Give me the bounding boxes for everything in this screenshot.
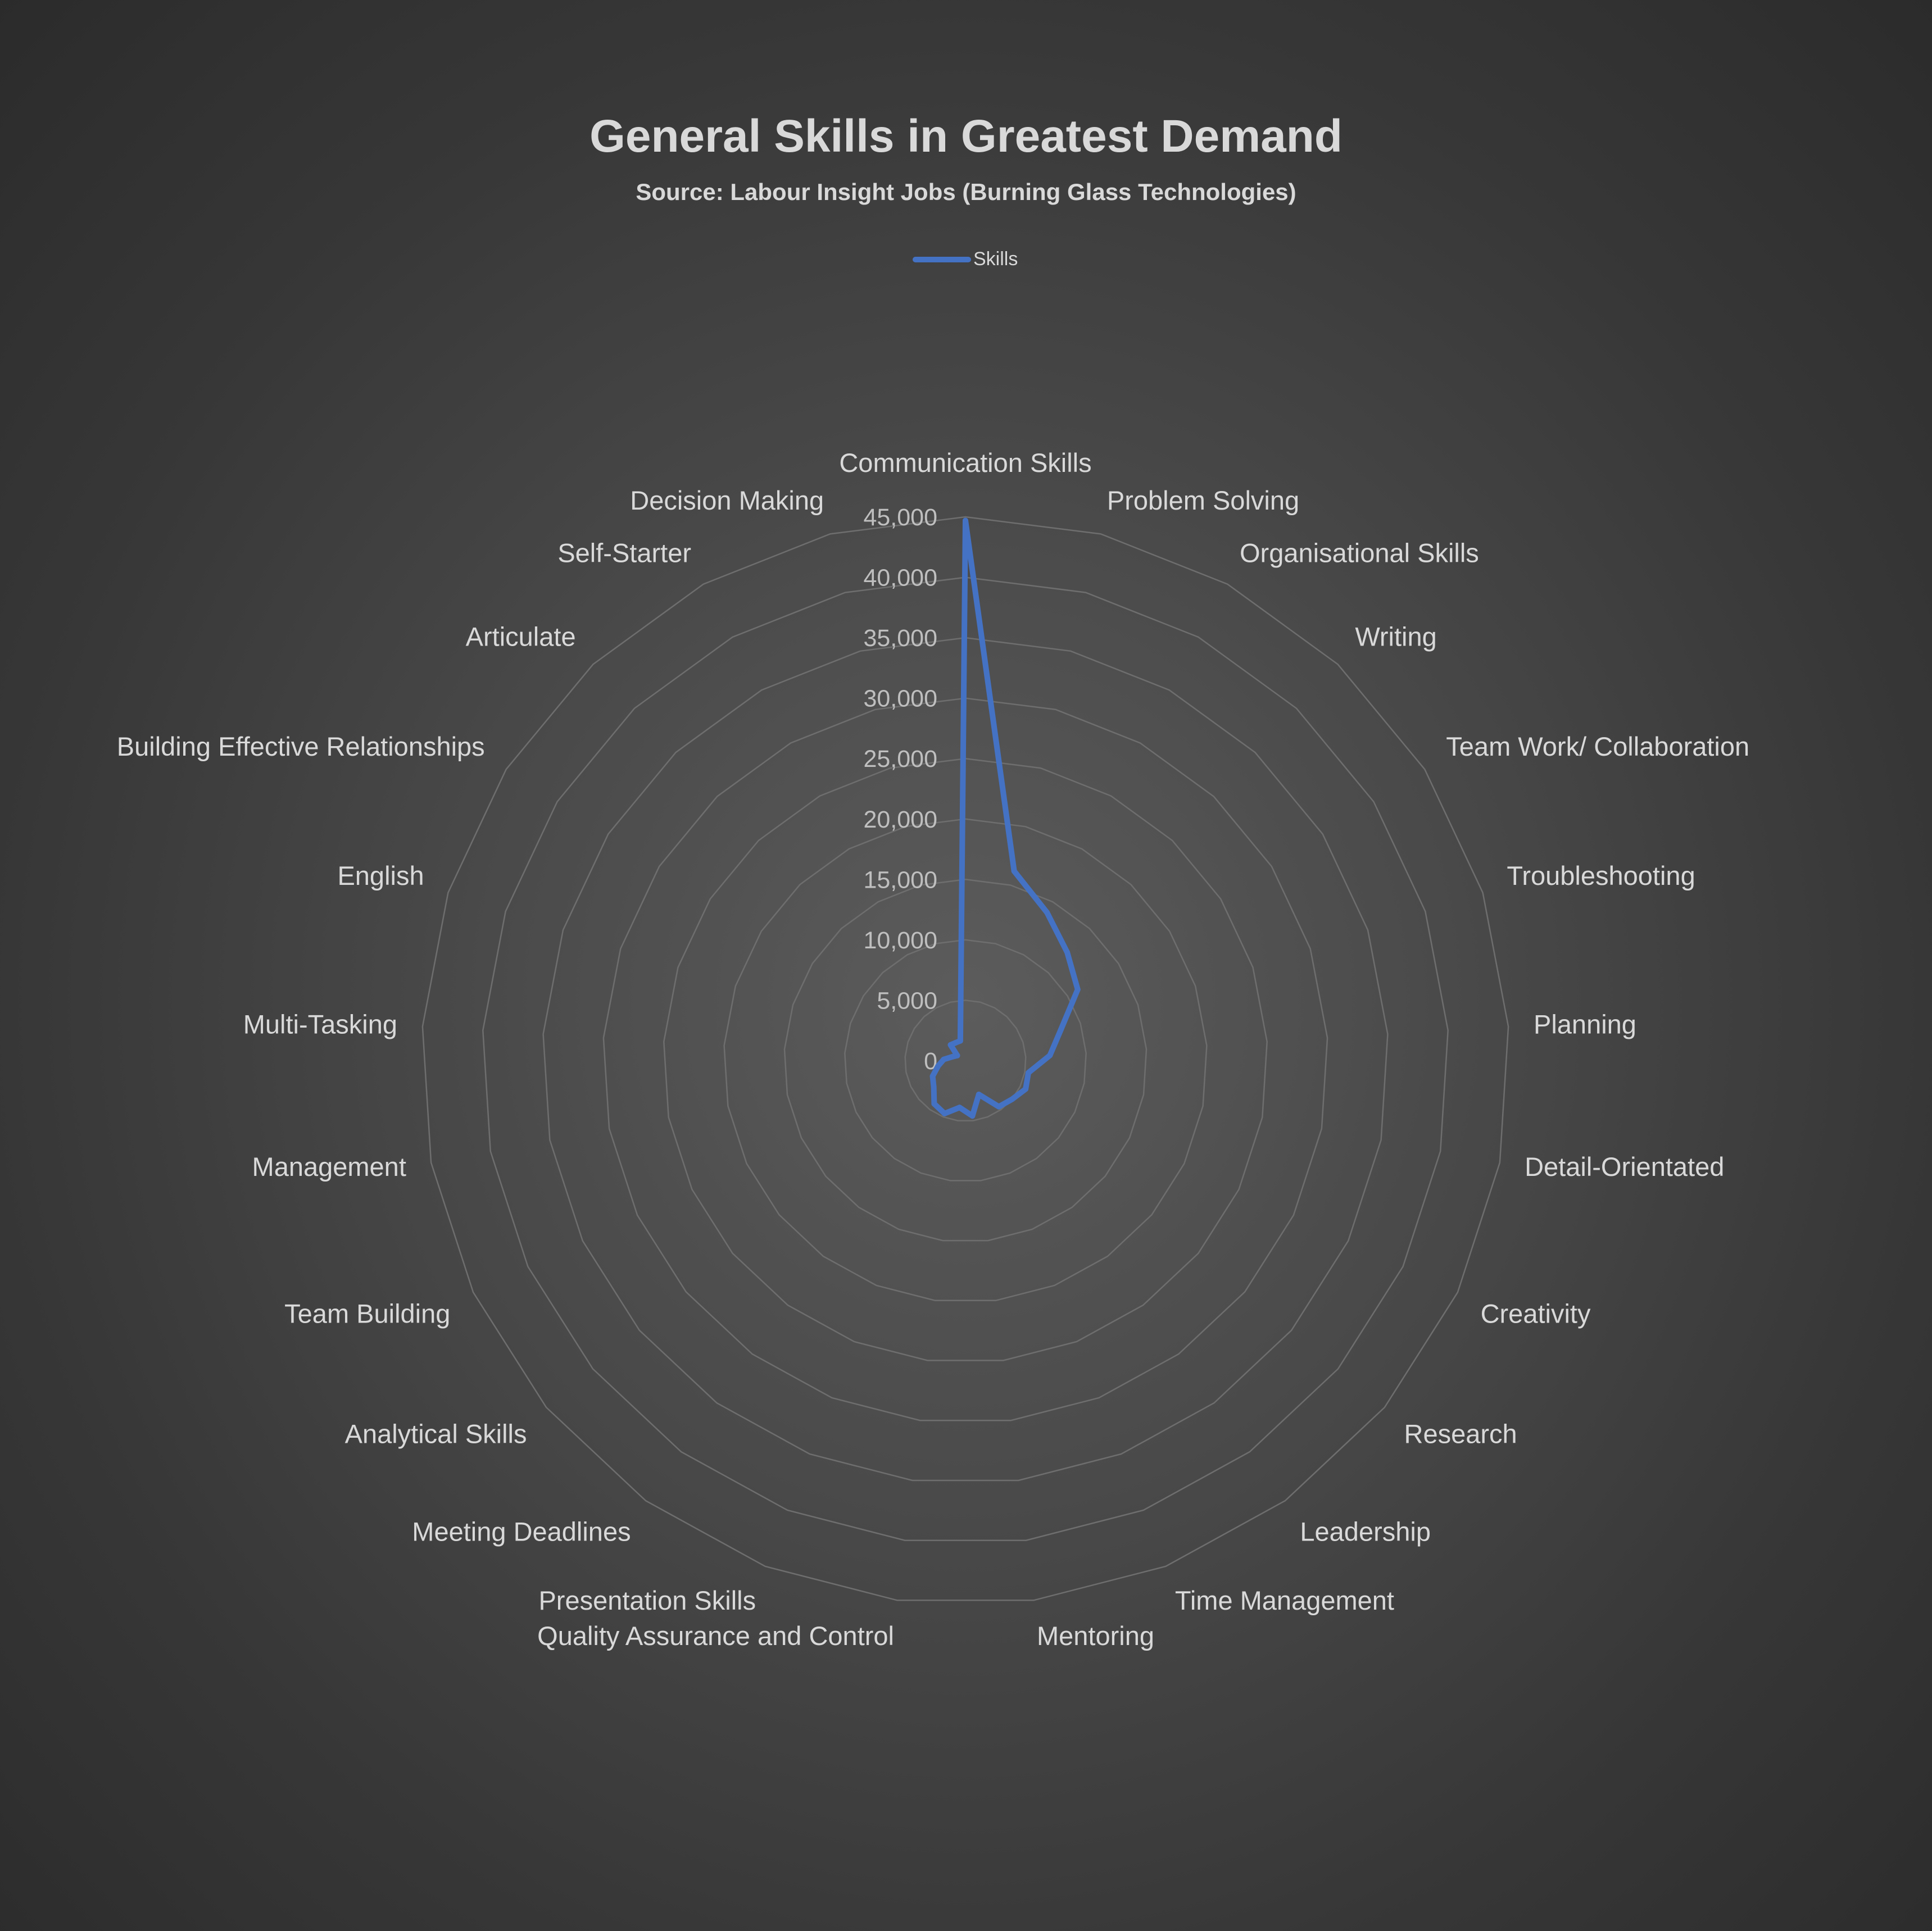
category-label: Problem Solving	[1107, 485, 1299, 515]
category-label: Detail-Orientated	[1525, 1152, 1724, 1182]
grid-ring	[783, 879, 1148, 1242]
category-label: Writing	[1355, 622, 1436, 652]
grid-ring	[723, 818, 1208, 1302]
grid-ring	[421, 516, 1509, 1601]
data-point	[1011, 868, 1017, 874]
grid-ring	[663, 757, 1268, 1361]
data-point	[929, 1073, 936, 1079]
category-label: Planning	[1534, 1009, 1636, 1039]
category-label: Research	[1404, 1419, 1517, 1449]
grid-ring	[482, 576, 1449, 1541]
category-label: Organisational Skills	[1240, 538, 1479, 567]
category-label: Leadership	[1300, 1517, 1431, 1547]
data-point	[941, 1056, 947, 1062]
category-labels: Communication Skills Problem Solving Organ…	[117, 448, 1749, 1651]
data-point	[1047, 1052, 1053, 1058]
tick-label: 30,000	[863, 685, 937, 712]
data-point	[947, 1042, 954, 1048]
data-point	[931, 1101, 937, 1107]
legend: Skills	[913, 248, 1018, 270]
grid-ring	[904, 999, 1027, 1121]
data-point	[1023, 1086, 1029, 1092]
category-label: Multi-Tasking	[243, 1009, 397, 1039]
category-label: Self-Starter	[557, 538, 691, 567]
category-label: Building Effective Relationships	[117, 731, 485, 761]
tick-label: 10,000	[863, 927, 937, 954]
data-series	[929, 517, 1081, 1119]
data-point	[935, 1063, 941, 1069]
category-label: Quality Assurance and Control	[537, 1621, 894, 1651]
grid-ring	[602, 697, 1328, 1421]
tick-label: 40,000	[863, 565, 937, 592]
radial-tick-labels: 05,00010,00015,00020,00025,00030,00035,0…	[863, 504, 937, 1075]
tick-label: 20,000	[863, 806, 937, 833]
category-label: Meeting Deadlines	[412, 1517, 631, 1547]
data-point	[950, 1053, 956, 1060]
tick-label: 45,000	[863, 504, 937, 531]
legend-line-swatch	[913, 256, 971, 262]
data-point	[969, 1113, 976, 1119]
data-point	[996, 1103, 1002, 1110]
data-point	[931, 1084, 937, 1090]
tick-label: 5,000	[877, 987, 937, 1014]
category-label: Communication Skills	[839, 448, 1091, 478]
tick-label: 15,000	[863, 866, 937, 893]
legend-label-skills: Skills	[973, 248, 1018, 270]
category-label: Articulate	[466, 622, 576, 652]
data-point	[954, 1052, 960, 1058]
category-label: Troubleshooting	[1507, 861, 1695, 890]
data-point	[963, 517, 968, 524]
category-label: Mentoring	[1037, 1621, 1154, 1651]
tick-label: 25,000	[863, 746, 937, 773]
chart-title: General Skills in Greatest Demand	[589, 111, 1343, 162]
category-label: Team Work/ Collaboration	[1446, 731, 1749, 761]
data-point	[1026, 1070, 1031, 1076]
data-point	[1044, 910, 1050, 916]
grid-ring	[542, 637, 1389, 1482]
category-label: Decision Making	[630, 485, 824, 515]
data-point	[957, 1038, 963, 1044]
tick-label: 35,000	[863, 625, 937, 652]
chart-subtitle: Source: Labour Insight Jobs (Burning Gla…	[636, 179, 1296, 205]
data-point	[1009, 1096, 1015, 1102]
data-point	[941, 1111, 947, 1116]
data-point	[1058, 1026, 1064, 1033]
category-label: Analytical Skills	[345, 1419, 527, 1449]
data-point	[976, 1092, 982, 1097]
series-line-skills	[929, 517, 1081, 1119]
category-label: Creativity	[1481, 1298, 1591, 1328]
category-label: Time Management	[1175, 1585, 1394, 1615]
data-point	[1064, 949, 1071, 956]
category-label: Management	[252, 1152, 406, 1182]
grid-ring	[844, 939, 1087, 1182]
data-point	[1074, 987, 1081, 993]
category-label: Team Building	[284, 1298, 450, 1328]
category-label: Presentation Skills	[538, 1585, 756, 1615]
category-label: English	[337, 861, 424, 890]
data-point	[953, 1040, 959, 1046]
radar-grid	[421, 516, 1509, 1601]
data-point	[956, 1105, 963, 1111]
